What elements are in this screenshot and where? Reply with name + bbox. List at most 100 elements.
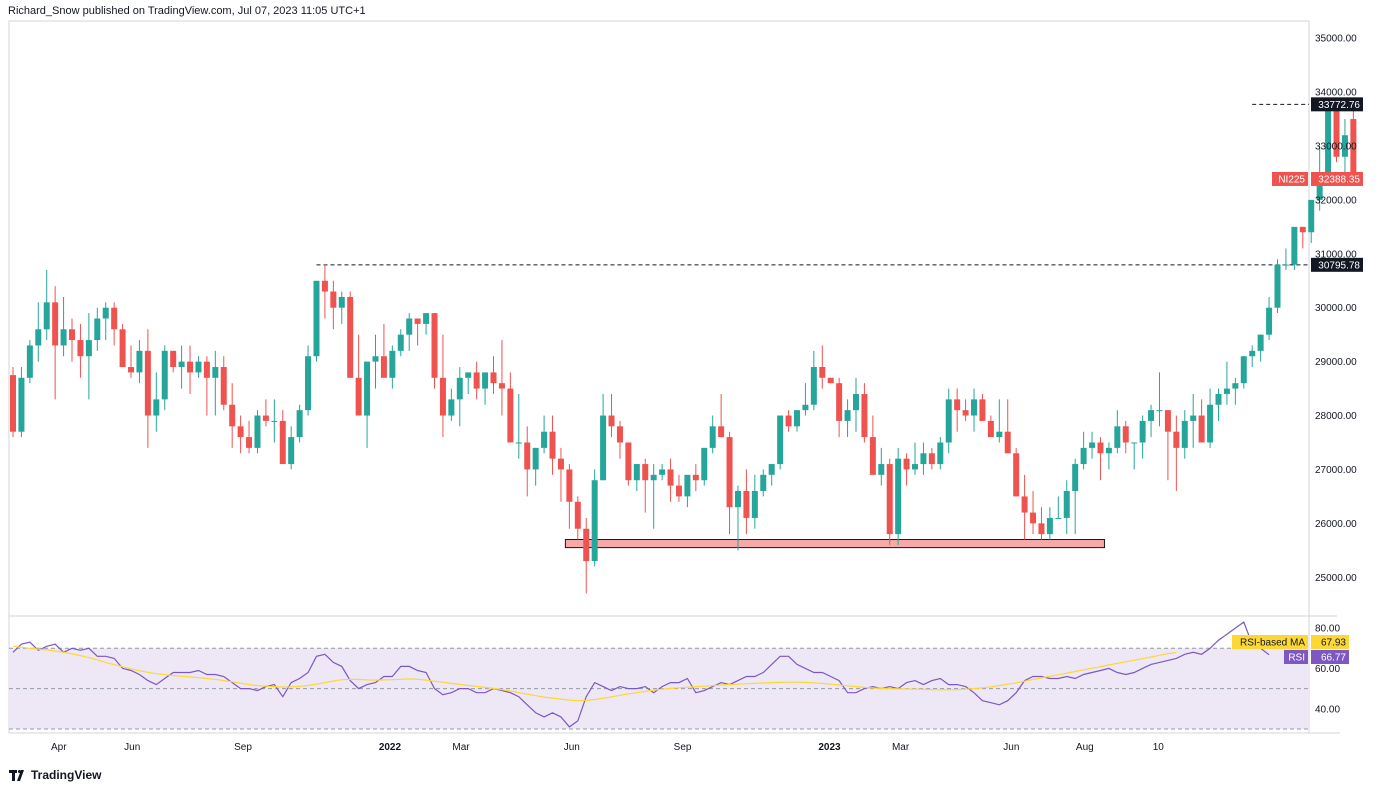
time-tick-label: Aug — [1076, 742, 1094, 753]
candle — [979, 399, 986, 421]
candle — [195, 361, 202, 373]
candle — [642, 464, 649, 481]
candle — [271, 420, 278, 422]
candle — [431, 313, 438, 378]
candle — [945, 399, 952, 443]
time-tick-label: Jun — [1003, 742, 1019, 753]
candle — [903, 458, 910, 470]
candle — [43, 302, 50, 330]
candle — [709, 426, 716, 448]
candle — [380, 356, 387, 378]
candle — [498, 383, 505, 389]
price-tick-label: 33000.00 — [1315, 141, 1357, 152]
candle — [1257, 334, 1264, 351]
candle — [364, 361, 371, 416]
rsi-panel — [9, 621, 1309, 730]
price-tick-label: 29000.00 — [1315, 357, 1357, 368]
time-tick-label: Mar — [892, 742, 910, 753]
candle — [1122, 426, 1129, 443]
candle — [347, 296, 354, 378]
candle — [102, 307, 109, 319]
candle — [1156, 410, 1163, 412]
rsi-tick-label: 60.00 — [1315, 664, 1340, 675]
candle — [912, 464, 919, 470]
candle — [987, 420, 994, 438]
candle — [954, 399, 961, 411]
candle — [844, 410, 851, 421]
candle — [1333, 108, 1340, 157]
candle — [305, 356, 312, 411]
candle — [111, 307, 118, 330]
candle — [389, 350, 396, 378]
candle — [414, 318, 421, 324]
candle — [77, 340, 84, 357]
candle — [465, 372, 472, 378]
rsi-ma-name-label: RSI-based MA — [1240, 638, 1305, 649]
candle — [136, 350, 143, 373]
symbol-label-bg — [1272, 171, 1308, 186]
candle — [810, 367, 817, 405]
candle — [1308, 199, 1315, 233]
rsi-value-label-bg — [1311, 650, 1349, 664]
candle — [751, 491, 758, 518]
candle — [861, 393, 868, 438]
candle — [659, 469, 666, 475]
candle — [895, 458, 902, 535]
candle — [886, 464, 893, 535]
rsi-ma-name-label-bg — [1232, 635, 1308, 649]
candle — [1080, 447, 1087, 465]
candle — [26, 345, 33, 378]
candle — [1030, 512, 1037, 524]
rsi-ma-value-label: 67.93 — [1321, 638, 1346, 649]
candle — [60, 329, 67, 346]
candle — [1181, 420, 1188, 448]
time-tick-label: Apr — [51, 742, 67, 753]
last-price-label-bg — [1311, 171, 1363, 186]
candle — [1282, 264, 1289, 266]
price-tick-label: 26000.00 — [1315, 519, 1357, 530]
candle — [237, 426, 244, 438]
tradingview-brand[interactable]: TradingView — [9, 768, 101, 782]
candle — [1038, 523, 1045, 535]
candle — [591, 480, 598, 562]
candle — [144, 350, 151, 416]
resistance-price-label-bg — [1311, 257, 1363, 272]
support-zone — [564, 539, 1105, 549]
price-tick-label: 31000.00 — [1315, 249, 1357, 260]
candle — [616, 426, 623, 443]
annotations — [316, 103, 1309, 549]
candle — [1105, 447, 1112, 454]
candle — [1148, 410, 1155, 421]
candle — [170, 350, 177, 368]
candle — [962, 410, 969, 416]
candle — [853, 393, 859, 411]
candle — [532, 447, 539, 470]
candle — [1173, 431, 1180, 448]
candle — [1097, 442, 1104, 454]
candle — [1055, 517, 1062, 519]
candle — [1223, 388, 1230, 394]
candle — [734, 491, 741, 508]
candle — [448, 399, 455, 416]
candle — [650, 474, 657, 481]
candle — [760, 474, 767, 492]
tradingview-label: TradingView — [31, 768, 102, 782]
candle — [246, 437, 253, 448]
candle — [178, 361, 185, 368]
candle — [878, 464, 885, 475]
axes: 25000.00 26000.00 27000.00 28000.00 29000.00… — [51, 34, 1357, 753]
candle — [372, 356, 379, 362]
candle — [557, 458, 564, 470]
candle — [549, 431, 556, 459]
candle — [1089, 442, 1096, 448]
time-tick-label: 2023 — [818, 742, 841, 753]
candle — [1350, 119, 1357, 179]
candle — [313, 280, 320, 357]
time-tick-label: Jun — [564, 742, 580, 753]
candle — [566, 469, 573, 502]
candlestick-series — [10, 102, 1357, 594]
candle — [1266, 307, 1273, 335]
candle — [541, 431, 548, 448]
rsi-ma-line — [12, 645, 1177, 702]
